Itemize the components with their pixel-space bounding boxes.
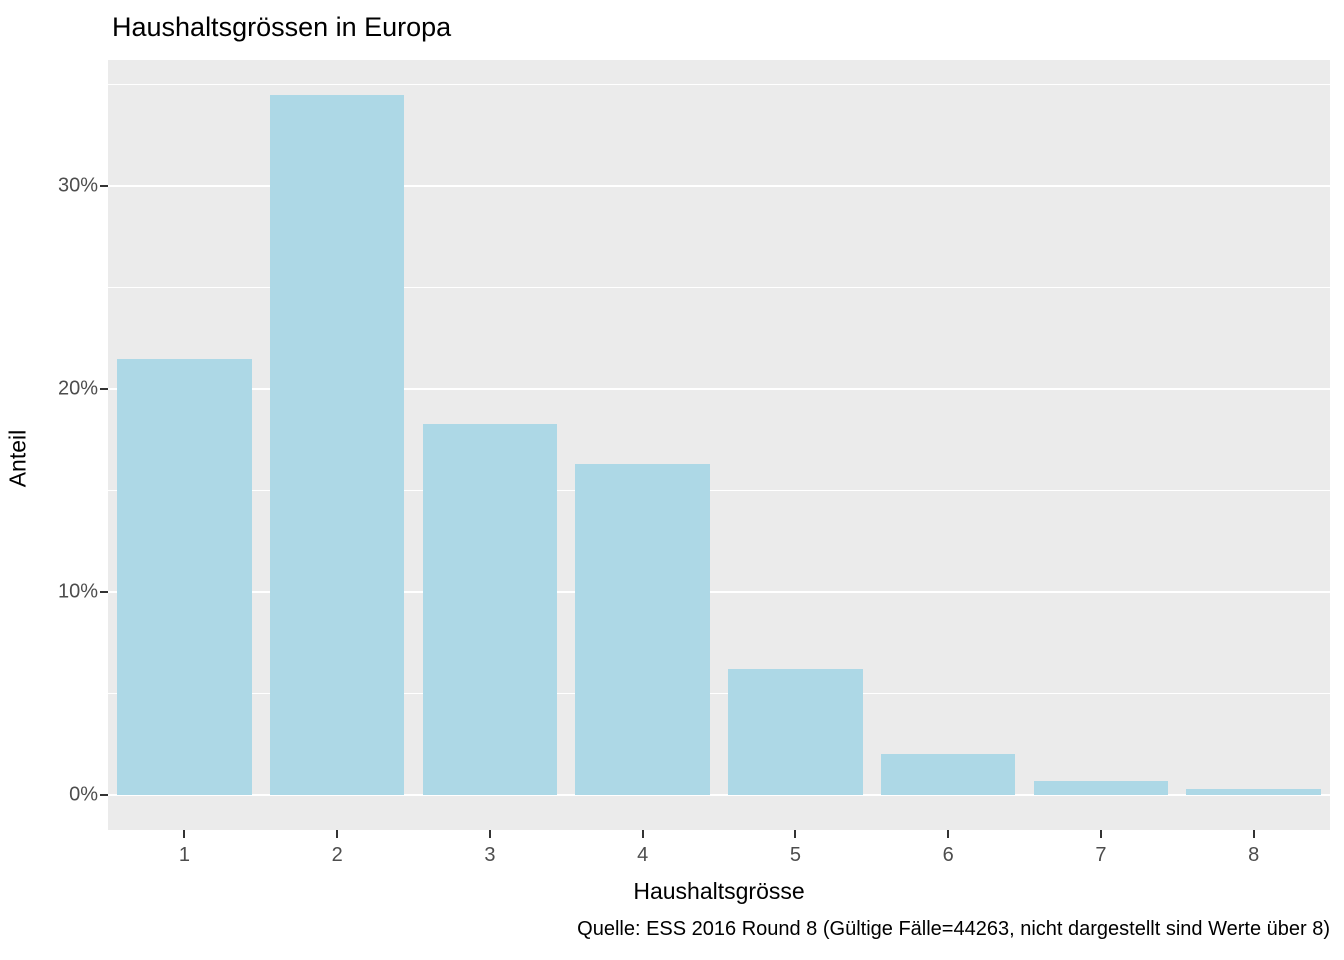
x-tick-mark [794, 830, 797, 838]
x-tick-label: 1 [178, 844, 190, 866]
x-tick-mark [947, 830, 950, 838]
x-tick-mark [1099, 830, 1102, 838]
y-tick-label: 30% [57, 174, 98, 197]
bar [1033, 780, 1169, 795]
major-gridline [108, 388, 1330, 391]
major-gridline [108, 185, 1330, 188]
x-tick-label: 6 [942, 844, 954, 866]
x-tick-mark [183, 830, 186, 838]
plot-panel [108, 60, 1330, 830]
bar [422, 423, 558, 795]
bar [1186, 788, 1321, 795]
x-axis-title: Haushaltsgrösse [633, 878, 805, 904]
y-tick-label: 20% [57, 377, 98, 400]
bar [728, 669, 863, 795]
chart-title: Haushaltsgrössen in Europa [112, 12, 452, 42]
minor-gridline [108, 490, 1330, 492]
y-tick-label: 10% [57, 580, 98, 603]
x-tick-label: 5 [789, 844, 801, 866]
y-tick-mark [100, 185, 108, 188]
y-tick-mark [100, 794, 108, 796]
bar [880, 754, 1016, 795]
x-tick-label: 7 [1095, 844, 1107, 866]
chart-caption: Quelle: ESS 2016 Round 8 (Gültige Fälle=… [577, 918, 1330, 940]
x-tick-label: 4 [637, 844, 649, 866]
minor-gridline [108, 693, 1330, 695]
minor-gridline [108, 84, 1330, 86]
x-tick-mark [336, 830, 339, 838]
y-tick-mark [100, 388, 108, 391]
x-tick-mark [488, 830, 491, 838]
x-tick-mark [1252, 830, 1255, 838]
bar [269, 95, 405, 795]
x-tick-label: 3 [484, 844, 496, 866]
minor-gridline [108, 287, 1330, 289]
x-tick-label: 8 [1248, 844, 1260, 866]
major-gridline [108, 591, 1330, 594]
bar [117, 358, 252, 795]
y-axis-title: Anteil [4, 429, 31, 488]
y-tick-label: 0% [69, 783, 98, 806]
y-tick-mark [100, 591, 108, 594]
x-tick-label: 2 [331, 844, 343, 866]
x-tick-mark [641, 830, 644, 838]
major-gridline [108, 794, 1330, 796]
bar [575, 464, 710, 795]
